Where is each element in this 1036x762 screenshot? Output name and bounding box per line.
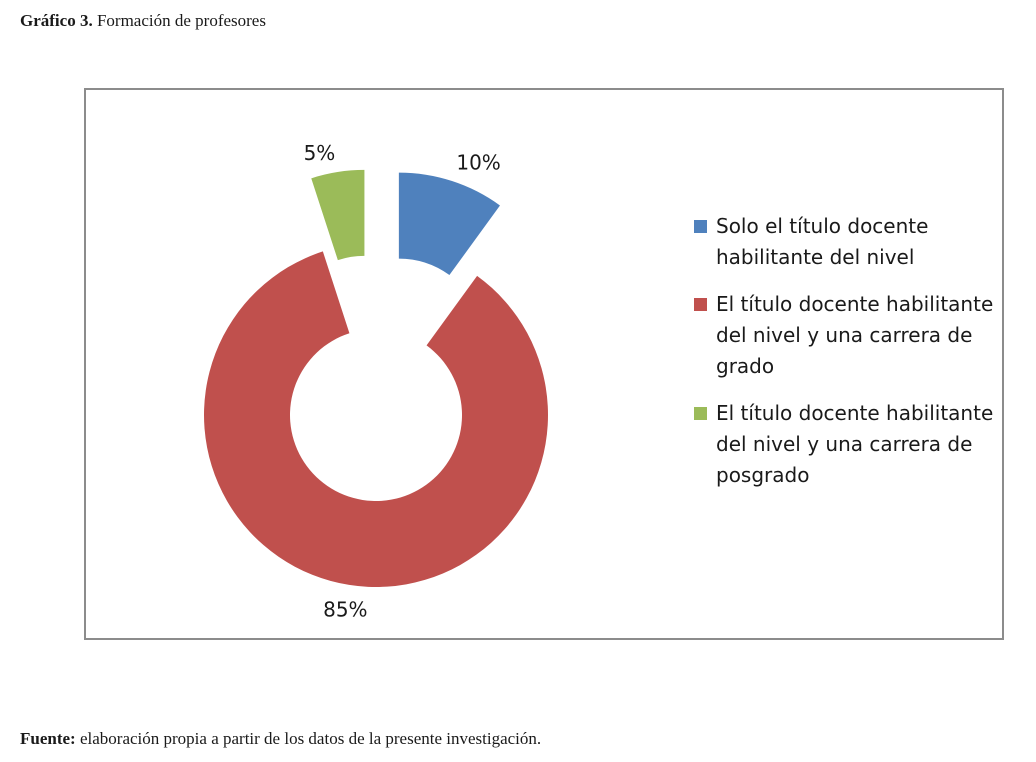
slice-carrera-posgrado bbox=[311, 169, 365, 261]
legend-label: Solo el título docente habilitante del n… bbox=[716, 214, 929, 269]
figure-caption-label: Gráfico 3. bbox=[20, 11, 93, 30]
legend-swatch-green bbox=[694, 407, 707, 420]
legend-label: El título docente habilitante del nivel … bbox=[716, 401, 994, 487]
slice-solo-titulo bbox=[398, 172, 500, 276]
legend-item-carrera-grado: El título docente habilitante del nivel … bbox=[694, 289, 994, 382]
figure-caption-text: Formación de profesores bbox=[92, 11, 266, 30]
slice-value-label-solo-titulo: 10% bbox=[456, 151, 500, 175]
legend-swatch-red bbox=[694, 298, 707, 311]
chart-frame: 10% 85% 5% Solo el título docente habilita… bbox=[84, 88, 1004, 640]
figure-source-text: elaboración propia a partir de los datos… bbox=[75, 729, 542, 748]
figure-caption: Gráfico 3. Formación de profesores bbox=[20, 11, 266, 31]
chart-legend: Solo el título docente habilitante del n… bbox=[694, 211, 994, 507]
slice-value-label-carrera-posgrado: 5% bbox=[304, 141, 336, 165]
legend-item-solo-titulo: Solo el título docente habilitante del n… bbox=[694, 211, 994, 273]
slice-carrera-grado bbox=[204, 251, 548, 587]
figure-source: Fuente: elaboración propia a partir de l… bbox=[20, 729, 541, 749]
doughnut-chart: 10% 85% 5% bbox=[204, 141, 548, 622]
slice-value-label-carrera-grado: 85% bbox=[323, 598, 367, 622]
legend-item-carrera-posgrado: El título docente habilitante del nivel … bbox=[694, 398, 994, 491]
legend-label: El título docente habilitante del nivel … bbox=[716, 292, 994, 378]
legend-swatch-blue bbox=[694, 220, 707, 233]
figure-source-label: Fuente: bbox=[20, 729, 76, 748]
